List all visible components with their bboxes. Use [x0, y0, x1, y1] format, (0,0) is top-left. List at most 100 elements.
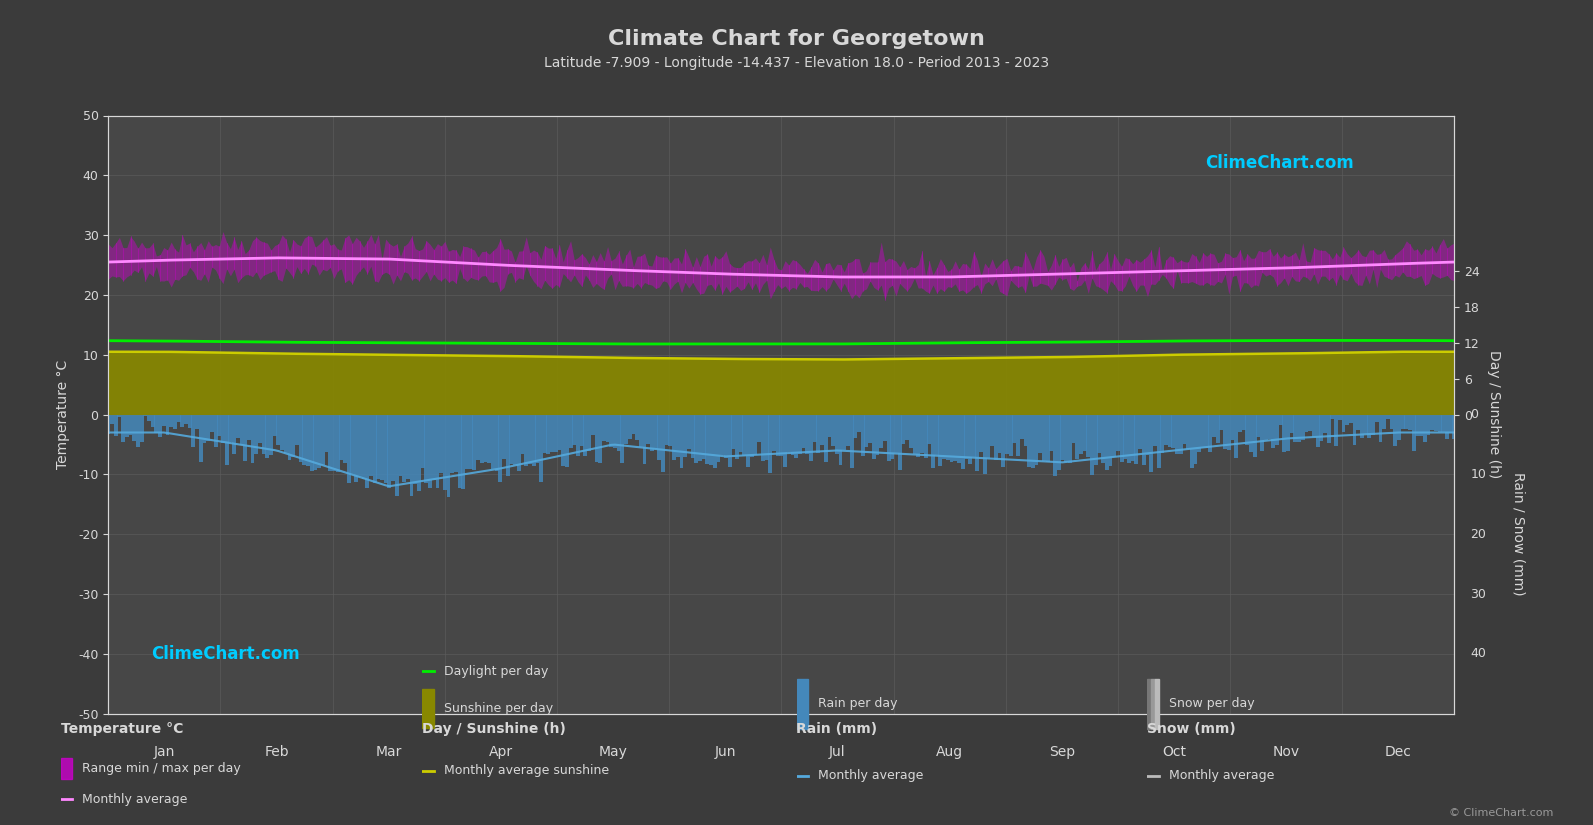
- Text: Jan: Jan: [153, 745, 175, 759]
- Bar: [1106, 414, 1109, 470]
- Bar: [1064, 414, 1067, 462]
- Bar: [1453, 414, 1456, 439]
- Bar: [887, 414, 890, 461]
- Bar: [980, 414, 983, 452]
- Bar: [1002, 414, 1005, 467]
- Bar: [1090, 414, 1094, 475]
- Text: 30: 30: [1470, 587, 1486, 601]
- Bar: [876, 414, 879, 455]
- Bar: [124, 414, 129, 436]
- Bar: [298, 414, 303, 461]
- Bar: [1112, 414, 1117, 457]
- Bar: [957, 414, 961, 463]
- Text: Rain / Snow (mm): Rain / Snow (mm): [1512, 473, 1525, 596]
- Bar: [373, 414, 376, 483]
- Text: Oct: Oct: [1161, 745, 1185, 759]
- Bar: [1023, 414, 1027, 446]
- Text: Daylight per day: Daylight per day: [444, 665, 548, 677]
- Text: ClimeChart.com: ClimeChart.com: [1206, 154, 1354, 172]
- Bar: [927, 414, 932, 444]
- Bar: [479, 414, 484, 463]
- Bar: [773, 414, 776, 451]
- Bar: [1061, 414, 1064, 460]
- Bar: [1448, 414, 1453, 433]
- Bar: [636, 414, 639, 441]
- Bar: [894, 414, 898, 453]
- Bar: [1145, 414, 1150, 455]
- Bar: [795, 414, 798, 458]
- Bar: [910, 414, 913, 448]
- Bar: [487, 414, 491, 464]
- Bar: [680, 414, 683, 469]
- Bar: [499, 414, 502, 483]
- Bar: [524, 414, 529, 466]
- Bar: [306, 414, 311, 465]
- Bar: [221, 414, 225, 443]
- Bar: [683, 414, 687, 457]
- Text: 20: 20: [1470, 528, 1486, 540]
- Bar: [395, 414, 398, 497]
- Bar: [1238, 414, 1243, 432]
- Bar: [658, 414, 661, 460]
- Bar: [336, 414, 339, 473]
- Bar: [422, 690, 433, 728]
- Bar: [746, 414, 750, 467]
- Bar: [1109, 414, 1112, 465]
- Bar: [350, 414, 354, 474]
- Bar: [1086, 414, 1090, 457]
- Bar: [1257, 414, 1260, 437]
- Bar: [409, 414, 414, 496]
- Bar: [787, 414, 790, 452]
- Bar: [1356, 414, 1360, 431]
- Bar: [1182, 414, 1187, 444]
- Bar: [930, 414, 935, 469]
- Bar: [913, 414, 916, 454]
- Bar: [135, 414, 140, 447]
- Bar: [1050, 414, 1053, 451]
- Bar: [118, 414, 121, 417]
- Bar: [339, 414, 342, 460]
- Bar: [1153, 414, 1157, 446]
- Bar: [890, 414, 894, 460]
- Bar: [661, 414, 664, 473]
- Bar: [155, 414, 158, 433]
- Bar: [1215, 414, 1220, 444]
- Bar: [325, 414, 328, 451]
- Bar: [765, 414, 768, 460]
- Bar: [602, 414, 605, 441]
- Bar: [1142, 414, 1145, 465]
- Text: Dec: Dec: [1384, 745, 1411, 759]
- Text: Range min / max per day: Range min / max per day: [83, 762, 241, 776]
- Bar: [647, 414, 650, 444]
- Bar: [753, 414, 757, 455]
- Bar: [440, 414, 443, 474]
- Bar: [1020, 414, 1024, 439]
- Bar: [577, 414, 580, 456]
- Y-axis label: Day / Sunshine (h): Day / Sunshine (h): [1486, 351, 1501, 478]
- Bar: [1274, 414, 1279, 446]
- Bar: [609, 414, 613, 447]
- Bar: [1324, 414, 1327, 433]
- Bar: [454, 414, 457, 472]
- Bar: [824, 414, 828, 462]
- Bar: [838, 414, 843, 464]
- Bar: [580, 414, 583, 446]
- Bar: [941, 414, 946, 460]
- Bar: [1101, 414, 1106, 463]
- Bar: [1290, 414, 1294, 432]
- Bar: [233, 414, 236, 454]
- Bar: [225, 414, 229, 465]
- Bar: [583, 414, 588, 456]
- Bar: [476, 414, 479, 460]
- Bar: [731, 414, 736, 449]
- Bar: [1360, 414, 1364, 437]
- Bar: [1190, 414, 1193, 468]
- Bar: [1230, 414, 1235, 440]
- Text: ClimeChart.com: ClimeChart.com: [151, 645, 299, 662]
- Bar: [1123, 414, 1128, 460]
- Bar: [983, 414, 986, 474]
- Bar: [384, 414, 387, 483]
- Bar: [1349, 414, 1352, 423]
- Bar: [1330, 414, 1335, 418]
- Bar: [806, 414, 809, 454]
